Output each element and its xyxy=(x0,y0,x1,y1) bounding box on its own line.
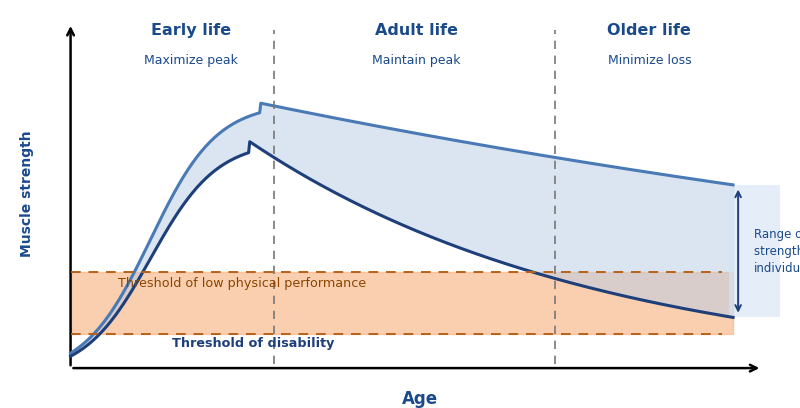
Text: Age: Age xyxy=(402,390,438,408)
Text: Range of
strength in
individuals: Range of strength in individuals xyxy=(754,228,800,275)
Text: Maintain peak: Maintain peak xyxy=(372,54,461,67)
Text: Maximize peak: Maximize peak xyxy=(144,54,238,67)
Text: Threshold of disability: Threshold of disability xyxy=(173,337,335,350)
Bar xyxy=(730,185,780,317)
Text: Older life: Older life xyxy=(607,23,691,38)
Text: Threshold of low physical performance: Threshold of low physical performance xyxy=(118,277,366,290)
Text: Minimize loss: Minimize loss xyxy=(607,54,691,67)
Text: Adult life: Adult life xyxy=(375,23,458,38)
Text: Muscle strength: Muscle strength xyxy=(20,131,34,257)
Bar xyxy=(70,272,733,334)
Text: Early life: Early life xyxy=(150,23,230,38)
